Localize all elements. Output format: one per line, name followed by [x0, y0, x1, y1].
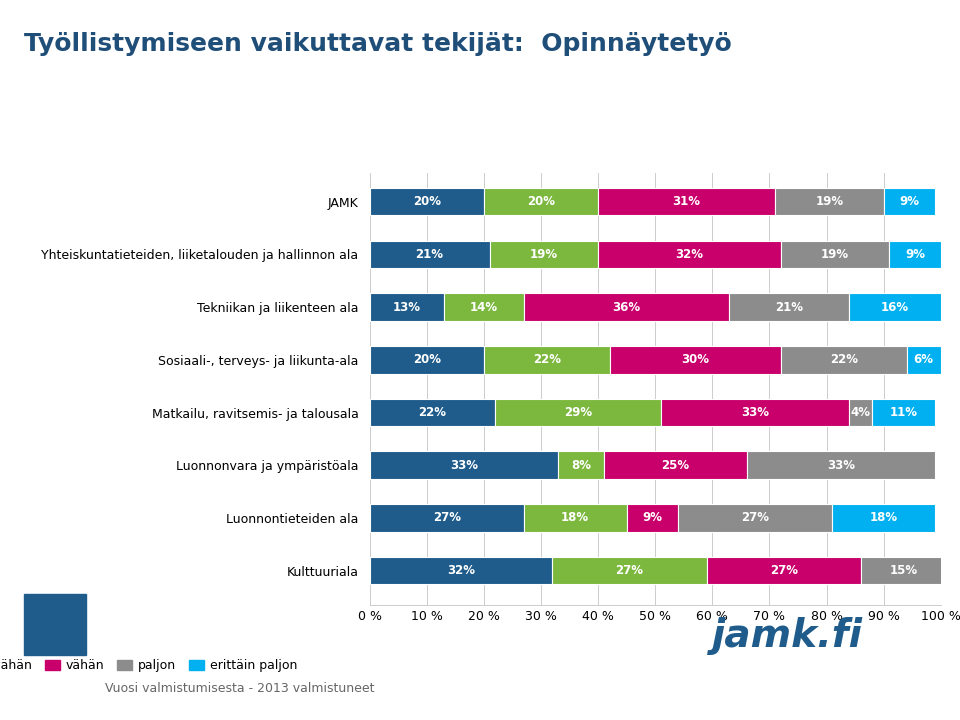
Bar [850, 399, 873, 426]
Text: 16%: 16% [881, 301, 909, 314]
Bar [604, 451, 747, 479]
Bar [873, 399, 935, 426]
Text: 27%: 27% [770, 564, 798, 577]
Text: 27%: 27% [615, 564, 643, 577]
Text: 27%: 27% [741, 511, 769, 524]
Text: 22%: 22% [829, 354, 857, 366]
Text: 33%: 33% [450, 459, 478, 472]
Text: 20%: 20% [527, 195, 555, 208]
Bar [484, 346, 610, 374]
Text: 36%: 36% [612, 301, 640, 314]
Bar [484, 188, 598, 215]
Bar [906, 346, 941, 374]
Bar [370, 451, 558, 479]
Text: 33%: 33% [827, 459, 854, 472]
Bar [370, 346, 484, 374]
Bar [370, 399, 495, 426]
Text: 31%: 31% [673, 195, 701, 208]
Text: 14%: 14% [469, 301, 498, 314]
Text: 20%: 20% [413, 195, 441, 208]
Text: 9%: 9% [905, 248, 925, 261]
Text: 25%: 25% [661, 459, 689, 472]
Bar [747, 451, 935, 479]
Bar [861, 557, 947, 584]
Text: 4%: 4% [851, 406, 871, 419]
Bar [678, 504, 832, 531]
Bar [598, 240, 780, 268]
Text: 32%: 32% [447, 564, 475, 577]
Text: Vuosi valmistumisesta - 2013 valmistuneet: Vuosi valmistumisesta - 2013 valmistunee… [106, 682, 374, 695]
Text: 11%: 11% [890, 406, 918, 419]
Bar [495, 399, 660, 426]
Text: jamk.fi: jamk.fi [711, 617, 863, 655]
Text: 27%: 27% [433, 511, 461, 524]
Bar [889, 240, 941, 268]
Bar [370, 240, 490, 268]
Bar [370, 504, 524, 531]
Text: 19%: 19% [821, 248, 850, 261]
Text: 8%: 8% [571, 459, 591, 472]
Text: 22%: 22% [419, 406, 446, 419]
Bar [370, 188, 484, 215]
Bar [780, 240, 889, 268]
Bar [524, 294, 730, 321]
Text: 21%: 21% [776, 301, 804, 314]
Bar [832, 504, 935, 531]
Bar [850, 294, 941, 321]
Bar [524, 504, 627, 531]
Bar [552, 557, 707, 584]
Bar [780, 346, 906, 374]
Bar [707, 557, 861, 584]
Bar [558, 451, 604, 479]
Bar [370, 557, 552, 584]
Text: 18%: 18% [870, 511, 898, 524]
Bar [775, 188, 884, 215]
Text: 22%: 22% [533, 354, 561, 366]
Text: 13%: 13% [393, 301, 420, 314]
Bar [598, 188, 775, 215]
Text: 20%: 20% [413, 354, 441, 366]
Bar [627, 504, 678, 531]
Bar [610, 346, 780, 374]
Text: 9%: 9% [642, 511, 662, 524]
Text: 33%: 33% [741, 406, 769, 419]
Bar [444, 294, 524, 321]
Legend: ei lainkaan, erittäin vähän, vähän, paljon, erittäin paljon: ei lainkaan, erittäin vähän, vähän, palj… [0, 654, 302, 678]
Bar [660, 399, 850, 426]
Bar [883, 188, 935, 215]
Text: 29%: 29% [564, 406, 592, 419]
Text: 15%: 15% [890, 564, 918, 577]
Text: 6%: 6% [914, 354, 934, 366]
Text: Työllistymiseen vaikuttavat tekijät:  Opinnäytetyö: Työllistymiseen vaikuttavat tekijät: Opi… [24, 32, 732, 56]
Text: 18%: 18% [562, 511, 589, 524]
Bar [730, 294, 850, 321]
Text: 32%: 32% [676, 248, 704, 261]
Bar [490, 240, 598, 268]
Text: 19%: 19% [530, 248, 558, 261]
Text: 9%: 9% [900, 195, 920, 208]
Bar [370, 294, 444, 321]
Text: 30%: 30% [682, 354, 709, 366]
Text: 19%: 19% [815, 195, 844, 208]
Text: 21%: 21% [416, 248, 444, 261]
